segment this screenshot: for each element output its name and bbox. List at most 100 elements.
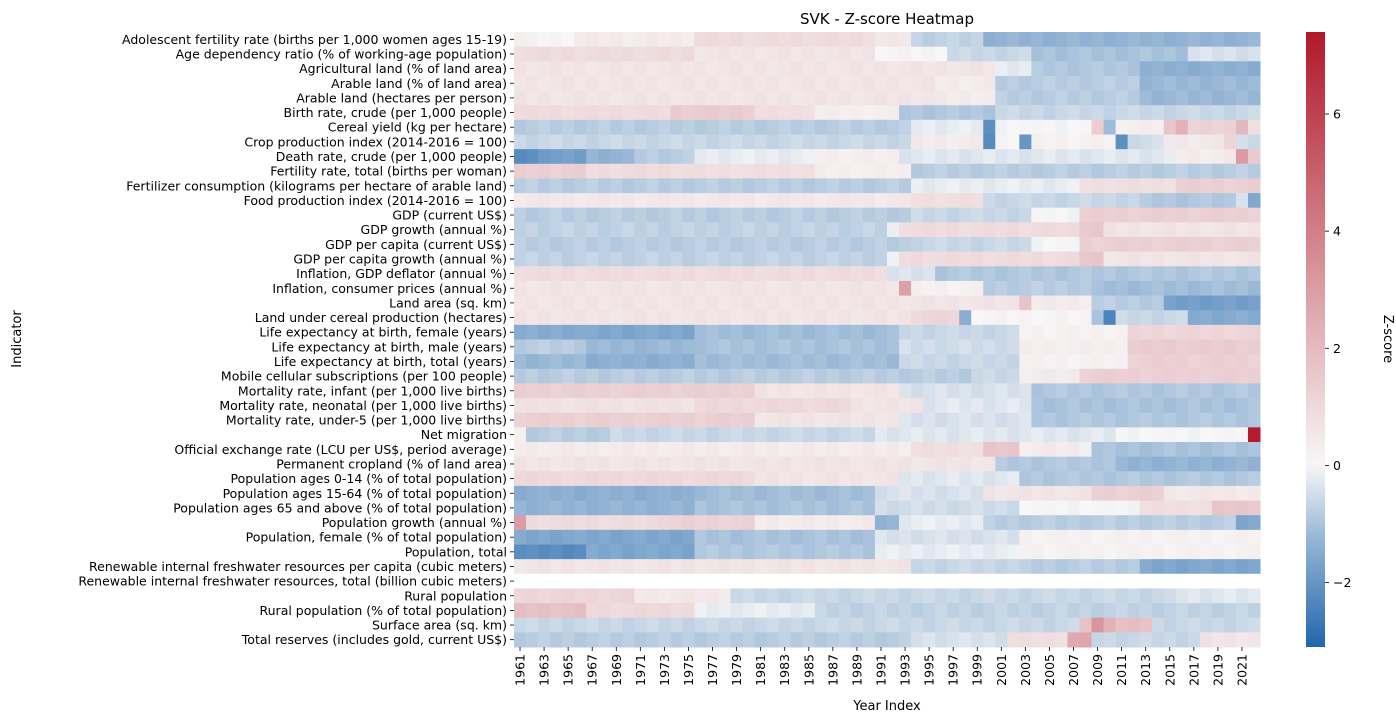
heatmap-cell (1079, 280, 1093, 297)
heatmap-cell (1187, 617, 1201, 633)
heatmap-cell (1247, 193, 1261, 209)
heatmap-cell (959, 251, 972, 267)
heatmap-cell (550, 339, 563, 355)
heatmap-cell (670, 544, 683, 560)
heatmap-cell (730, 529, 744, 545)
heatmap-cell (911, 383, 924, 399)
y-tick-label: Rural population (% of total population) (260, 603, 507, 618)
heatmap-cell (1079, 310, 1093, 326)
heatmap-cell (1007, 61, 1020, 77)
heatmap-cell (598, 442, 611, 458)
heatmap-cell (562, 427, 575, 443)
heatmap-cell (1043, 119, 1056, 135)
heatmap-cell (983, 105, 996, 121)
heatmap-cell (814, 207, 828, 223)
heatmap-cell (1163, 632, 1177, 648)
heatmap-cell (850, 207, 864, 223)
heatmap-cell (514, 193, 527, 209)
heatmap-cell (959, 119, 972, 135)
heatmap-cell (658, 617, 671, 633)
heatmap-cell (514, 266, 527, 282)
heatmap-cell (802, 471, 816, 487)
heatmap-cell (1127, 61, 1141, 77)
heatmap-cell (814, 471, 828, 487)
heatmap-cell (1187, 178, 1201, 194)
heatmap-cell (1151, 324, 1165, 340)
heatmap-cell (562, 193, 575, 209)
heatmap-cell (742, 251, 756, 267)
heatmap-cell (682, 559, 695, 575)
heatmap-cell (610, 222, 623, 238)
heatmap-cell (574, 324, 587, 340)
heatmap-cell (887, 368, 900, 384)
heatmap-cell (911, 632, 924, 648)
heatmap-cell (682, 134, 695, 150)
heatmap-cell (694, 368, 708, 384)
heatmap-cell (1115, 544, 1129, 560)
heatmap-cell (874, 193, 888, 209)
heatmap-cell (574, 32, 587, 48)
heatmap-cell (562, 442, 575, 458)
heatmap-cell (574, 412, 587, 428)
heatmap-cell (670, 398, 683, 414)
heatmap-cell (947, 222, 960, 238)
heatmap-cell (1151, 529, 1165, 545)
y-tick-label: Mobile cellular subscriptions (per 100 p… (221, 369, 507, 384)
heatmap-cell (838, 383, 852, 399)
heatmap-cell (887, 632, 900, 648)
heatmap-cell (778, 193, 792, 209)
heatmap-cell (574, 456, 587, 472)
heatmap-cell (766, 588, 780, 604)
heatmap-cell (1151, 75, 1165, 92)
heatmap-cell (694, 266, 708, 282)
heatmap-cell (1199, 500, 1213, 516)
heatmap-cell (947, 442, 960, 458)
heatmap-cell (610, 310, 623, 326)
heatmap-cell (754, 324, 768, 340)
heatmap-cell (610, 266, 623, 282)
heatmap-cell (1103, 75, 1117, 92)
heatmap-cell (706, 237, 720, 253)
heatmap-cell (814, 603, 828, 619)
heatmap-cell (1019, 529, 1032, 545)
heatmap-cell (826, 149, 840, 165)
x-tick-label: 1997 (946, 654, 961, 686)
heatmap-cell (1211, 119, 1225, 135)
heatmap-cell (1235, 471, 1249, 487)
heatmap-cell (838, 310, 852, 326)
heatmap-cell (622, 46, 635, 62)
heatmap-cell (562, 412, 575, 428)
heatmap-cell (682, 149, 695, 165)
heatmap-cell (1115, 471, 1129, 487)
heatmap-cell (1103, 485, 1117, 502)
heatmap-cell (1211, 61, 1225, 77)
heatmap-cell (1139, 237, 1153, 253)
heatmap-cell (670, 178, 683, 194)
heatmap-cell (706, 295, 720, 311)
heatmap-cell (826, 427, 840, 443)
heatmap-cell (971, 251, 984, 267)
x-tick-label: 1987 (825, 654, 840, 686)
heatmap-cell (634, 310, 647, 326)
heatmap-cell (862, 61, 876, 77)
heatmap-cell (754, 251, 768, 267)
heatmap-cell (850, 456, 864, 472)
heatmap-cell (646, 251, 659, 267)
heatmap-cell (862, 529, 876, 545)
heatmap-cell (1091, 617, 1105, 633)
heatmap-cell (1055, 46, 1068, 62)
heatmap-cell (1235, 632, 1249, 648)
heatmap-cell (574, 603, 587, 619)
heatmap-cell (923, 324, 936, 340)
heatmap-cell (1067, 134, 1081, 150)
heatmap-cell (1151, 266, 1165, 282)
heatmap-cell (887, 471, 900, 487)
heatmap-cell (874, 442, 888, 458)
heatmap-cell (718, 310, 732, 326)
heatmap-cell (682, 603, 695, 619)
heatmap-cell (646, 383, 659, 399)
heatmap-cell (1223, 500, 1237, 516)
heatmap-cell (899, 456, 912, 472)
heatmap-cell (766, 456, 780, 472)
heatmap-cell (971, 105, 984, 121)
